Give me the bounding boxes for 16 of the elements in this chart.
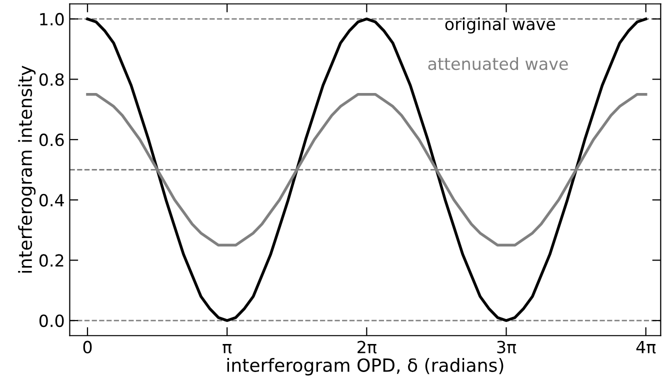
x-tick-label: 4π — [636, 340, 656, 354]
x-axis-title: interferogram OPD, δ (radians) — [227, 358, 504, 376]
y-axis-title: interferogram intensity — [18, 66, 36, 273]
x-tick-label: 3π — [497, 340, 516, 354]
x-tick-label: 2π — [358, 340, 377, 354]
x-tick-label: π — [222, 344, 232, 354]
y-tick-label: 0.4 — [39, 194, 64, 206]
legend-label: original wave — [445, 17, 556, 34]
y-tick-label: 0.6 — [39, 134, 64, 146]
text: attenuated wave — [428, 57, 568, 70]
y-tick-label: 0.0 — [39, 314, 64, 328]
y-tick-label: 0.8 — [39, 73, 64, 86]
y-tick-label: 1.0 — [40, 12, 64, 26]
x-tick-label: 0 — [83, 340, 92, 354]
line-series — [86, 18, 648, 322]
y-tick-label: 0.2 — [39, 254, 64, 267]
